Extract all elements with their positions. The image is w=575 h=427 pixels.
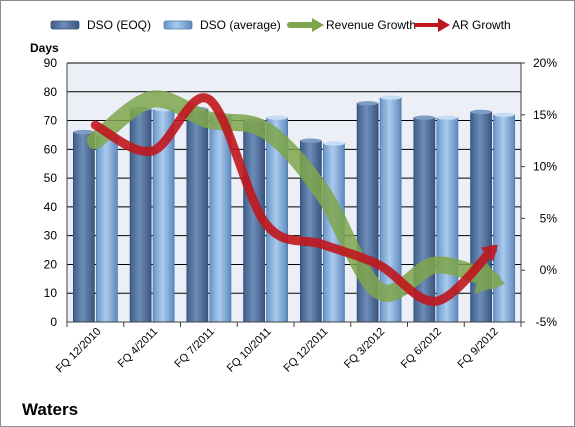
legend-label: AR Growth bbox=[452, 18, 511, 32]
legend-swatch bbox=[50, 20, 80, 30]
x-tick-label: FQ 10/2011 bbox=[225, 326, 274, 375]
bar-dso-eoq-cap bbox=[413, 115, 435, 120]
bar-dso-average-cap bbox=[493, 112, 515, 118]
y-tick-label: 90 bbox=[44, 56, 58, 70]
bar-dso-eoq-cap bbox=[73, 129, 95, 135]
revenue-growth-line bbox=[86, 90, 502, 302]
ar-growth-line-arrowhead bbox=[480, 244, 498, 262]
y-tick-label: 40 bbox=[44, 200, 58, 214]
bar-dso-eoq-cap bbox=[357, 101, 379, 106]
x-tick-label: FQ 12/2011 bbox=[282, 326, 331, 375]
y-tick-label: 70 bbox=[44, 114, 58, 128]
company-name: Waters bbox=[22, 400, 78, 419]
y-tick-label: 30 bbox=[44, 229, 58, 243]
x-tick-label: FQ 7/2011 bbox=[172, 326, 217, 371]
y-axis-title: Days bbox=[30, 41, 59, 55]
bar-dso-eoq bbox=[129, 108, 152, 323]
bar-dso-eoq bbox=[72, 131, 95, 323]
x-tick-label: FQ 12/2010 bbox=[54, 326, 104, 376]
ar-growth-line-group bbox=[90, 93, 498, 306]
bar-dso-average bbox=[95, 134, 118, 323]
bar-dso-eoq-cap bbox=[470, 109, 492, 115]
y-tick-label: 10 bbox=[44, 286, 58, 300]
y2-tick-label: -5% bbox=[536, 315, 558, 329]
y2-tick-label: 10% bbox=[533, 160, 557, 174]
legend-item: Revenue Growth bbox=[287, 18, 416, 32]
y2-tick-label: 15% bbox=[533, 108, 557, 122]
bar-dso-eoq bbox=[186, 108, 209, 323]
bar-dso-average-cap bbox=[323, 141, 345, 146]
y-tick-label: 50 bbox=[44, 171, 58, 185]
legend-item: DSO (average) bbox=[163, 18, 281, 32]
legend-item: DSO (EOQ) bbox=[50, 18, 151, 32]
bar-dso-average-cap bbox=[266, 115, 288, 120]
y2-tick-label: 0% bbox=[540, 263, 558, 277]
x-tick-label: FQ 4/2011 bbox=[116, 326, 161, 371]
x-tick-label: FQ 6/2012 bbox=[399, 326, 444, 371]
legend-item: AR Growth bbox=[414, 18, 511, 32]
bar-dso-average-cap bbox=[380, 95, 402, 100]
y-tick-label: 0 bbox=[50, 315, 57, 329]
x-tick-label: FQ 9/2012 bbox=[456, 326, 501, 371]
bar-dso-average bbox=[493, 114, 516, 323]
bar-dso-eoq-cap bbox=[300, 138, 322, 143]
legend: DSO (EOQ) DSO (average) Revenue Growth AR G… bbox=[50, 18, 511, 32]
line-series bbox=[86, 90, 506, 306]
y-tick-label: 20 bbox=[44, 257, 58, 271]
legend-label: DSO (average) bbox=[200, 18, 281, 32]
legend-swatch bbox=[163, 20, 193, 30]
legend-arrow-head bbox=[312, 18, 324, 32]
legend-label: Revenue Growth bbox=[326, 18, 416, 32]
legend-arrow-head bbox=[438, 18, 450, 32]
bar-dso-average bbox=[209, 114, 232, 323]
y-tick-label: 80 bbox=[44, 85, 58, 99]
bar-dso-average-cap bbox=[436, 115, 458, 120]
y2-tick-label: 5% bbox=[540, 211, 558, 225]
legend-label: DSO (EOQ) bbox=[87, 18, 151, 32]
ar-growth-line bbox=[90, 93, 498, 306]
y2-tick-label: 20% bbox=[533, 56, 557, 70]
x-tick-label: FQ 3/2012 bbox=[342, 326, 387, 371]
y-tick-label: 60 bbox=[44, 142, 58, 156]
